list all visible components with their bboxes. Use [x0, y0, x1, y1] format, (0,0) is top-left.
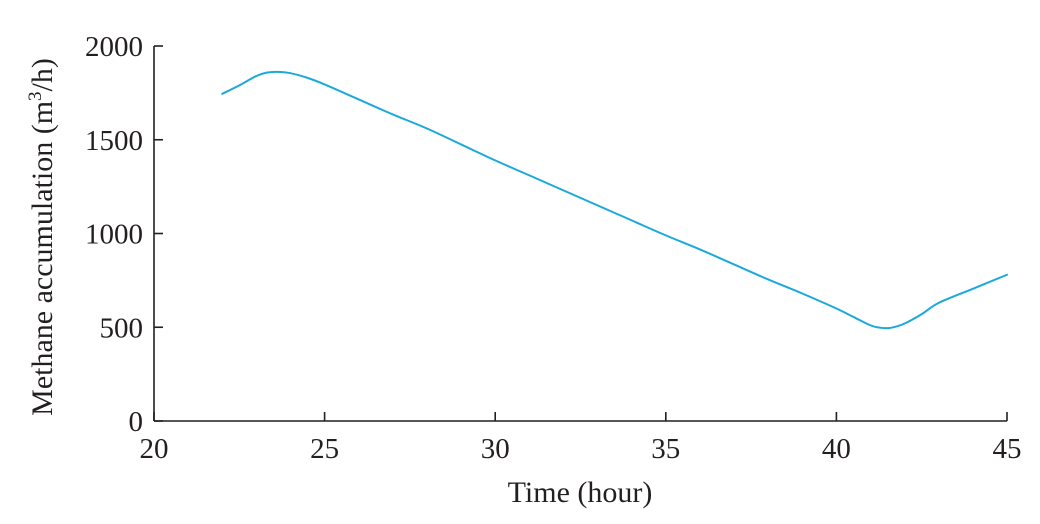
x-axis-title: Time (hour) [508, 476, 653, 509]
ticks: 0 500 1000 1500 2000 20 25 30 35 40 45 [85, 31, 1022, 465]
y-axis-title: Methane accumulation (m3/h) [25, 58, 59, 416]
series-layer [221, 70, 1008, 330]
x-tick-label: 25 [310, 433, 339, 465]
y-axis-title-unit: /h) [26, 58, 59, 91]
x-tick-label: 30 [481, 433, 510, 465]
y-axis-title-superscript: 3 [25, 91, 46, 101]
x-tick-label: 40 [822, 433, 851, 465]
y-tick-label: 1000 [85, 219, 143, 251]
x-tick-label: 35 [651, 433, 680, 465]
y-tick-label: 1500 [85, 125, 143, 157]
y-axis-title-main: Methane accumulation (m [26, 101, 59, 416]
series-line [221, 70, 1008, 330]
y-tick-label: 2000 [85, 31, 143, 63]
x-tick-label: 20 [140, 433, 169, 465]
x-tick-label: 45 [993, 433, 1022, 465]
axes [153, 46, 1007, 422]
y-tick-label: 500 [100, 312, 144, 344]
y-tick-label: 0 [129, 406, 144, 438]
